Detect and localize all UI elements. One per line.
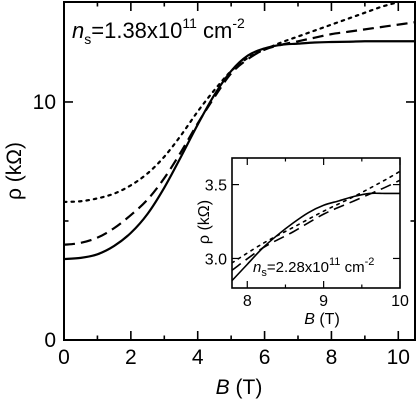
inset-x-tick-label: 9 [319,293,328,310]
main-x-tick-label: 0 [58,346,70,369]
main-x-axis-title: B (T) [216,376,263,399]
inset-density-annotation: ns=2.28x1011 cm-2 [253,256,374,279]
inset-y-axis-title: ρ (kΩ) [196,200,213,244]
main-y-tick-label: 0 [44,329,56,352]
inset-series-dotted [232,170,400,264]
main-x-tick-label: 4 [192,346,204,369]
main-series-group [64,2,415,261]
main-x-tick-label: 6 [259,346,271,369]
main-axis-ticks: 0 2 4 6 8 10 0 10 [33,2,415,369]
inset-x-tick-label: 10 [391,293,409,310]
main-y-axis-title: ρ (kΩ) [3,142,26,200]
main-plot-frame [63,1,416,341]
main-density-annotation: ns=1.38x1011 cm-2 [72,15,245,47]
inset-series-solid [232,192,400,282]
main-x-tick-label: 8 [326,346,338,369]
inset-y-tick-label: 3.0 [205,251,227,268]
main-series-dotted [64,2,402,204]
inset-x-axis-title: B (T) [304,311,340,328]
inset-background [232,158,410,288]
main-x-tick-label: 2 [125,346,137,369]
main-x-tick-label: 10 [387,346,410,369]
inset-axis-ticks: 8 9 10 3.0 3.5 [205,158,409,310]
inset-plot-frame [231,157,401,289]
inset-x-tick-label: 8 [243,293,252,310]
main-series-solid [64,40,415,261]
main-series-dashed [64,21,415,246]
main-y-tick-label: 10 [33,91,56,114]
inset-series-group [232,170,400,282]
inset-y-tick-label: 3.5 [205,178,227,195]
